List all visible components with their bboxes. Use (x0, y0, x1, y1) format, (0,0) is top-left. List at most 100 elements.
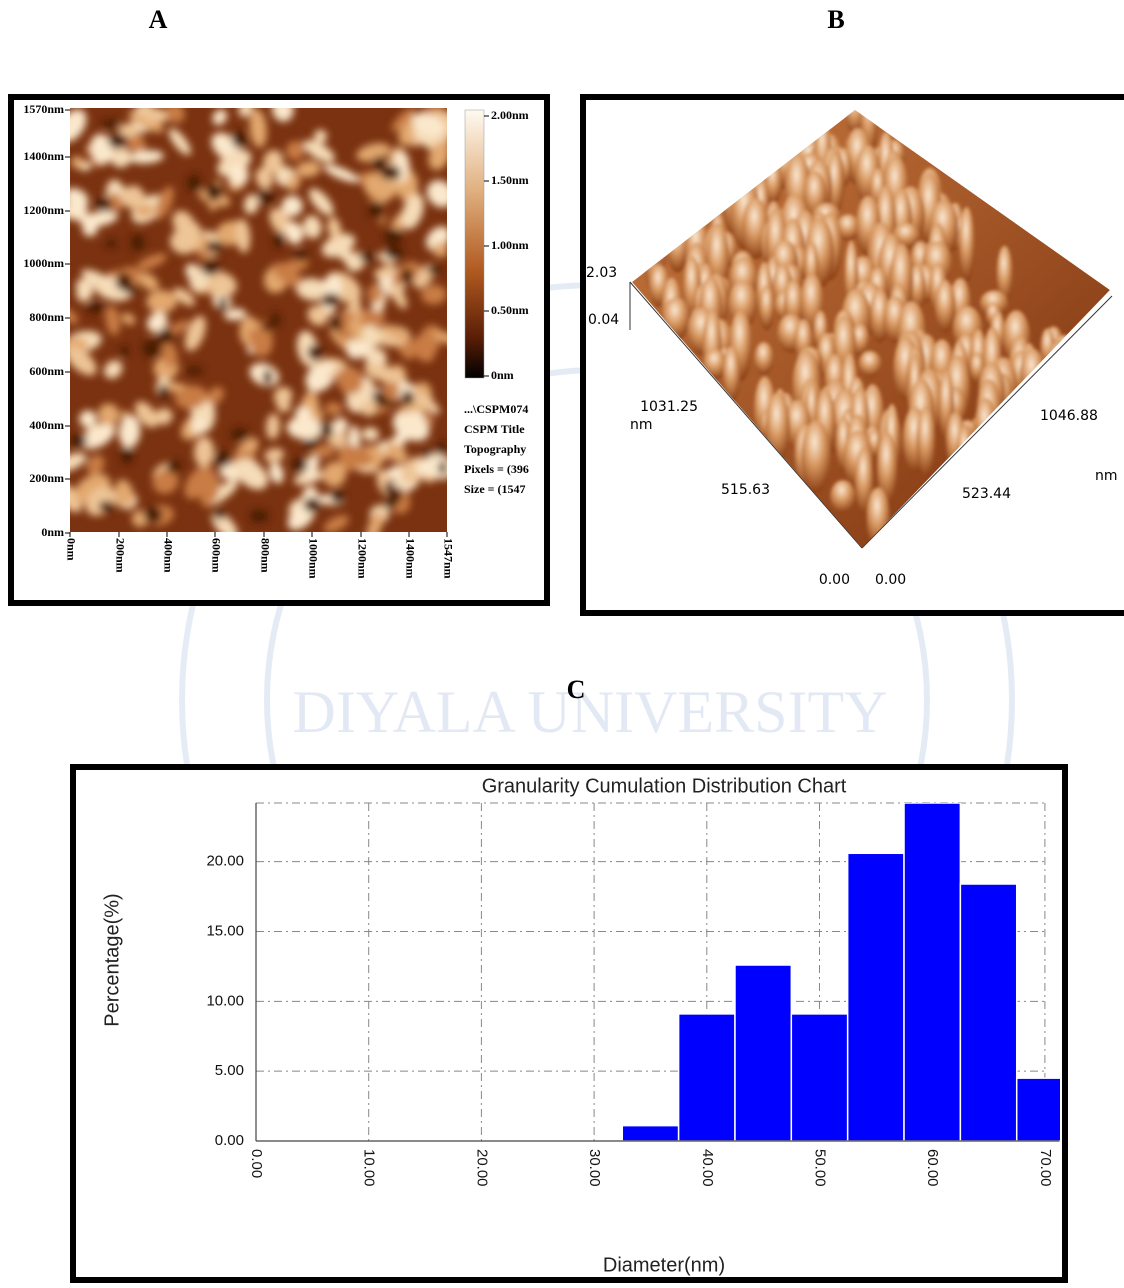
afm-grain (302, 215, 322, 239)
afm-grain (269, 462, 284, 484)
y-tick-label: 1570nm (23, 102, 64, 116)
afm-grain (247, 329, 267, 347)
afm-grain (224, 308, 247, 321)
afm-grain (207, 386, 224, 405)
afm-grain (234, 458, 268, 490)
afm-pit (303, 497, 321, 513)
afm-grain (272, 262, 302, 287)
y-tick-label: 400nm (29, 418, 64, 432)
afm-grain (70, 156, 84, 169)
afm-pit (359, 252, 375, 263)
afm-grain (235, 218, 251, 253)
surface-peak (854, 447, 874, 515)
bar (790, 1013, 849, 1141)
afm-grain (281, 195, 303, 217)
afm-grain (323, 274, 343, 299)
afm-pit (213, 450, 232, 468)
afm-grain (173, 287, 196, 306)
afm-pit (85, 302, 106, 314)
afm-grain (170, 228, 200, 255)
afm-grain (308, 188, 334, 216)
x-tick-label: 600nm (209, 538, 223, 573)
bar (677, 1013, 736, 1141)
afm-grain (391, 108, 415, 132)
afm-grain (86, 454, 105, 475)
afm-grain (138, 108, 170, 123)
afm-grain (392, 412, 430, 442)
afm-grain (389, 282, 408, 309)
afm-grain (79, 410, 97, 428)
afm-grain (364, 363, 402, 383)
afm-grain (238, 108, 253, 118)
afm-grain (327, 216, 342, 240)
afm-grain (70, 452, 87, 472)
afm-grain (118, 415, 141, 449)
x-tick-label: 200nm (113, 538, 127, 573)
afm-pit (375, 398, 395, 408)
afm-grain (269, 208, 291, 234)
colorbar-label: 2.00nm (491, 108, 529, 122)
surface-peak (845, 110, 865, 135)
afm-grain (146, 290, 178, 313)
afm-grain (265, 413, 280, 440)
afm-grain (314, 129, 328, 143)
panel-label: C (567, 675, 586, 704)
afm-pit (426, 265, 442, 275)
x-tick-label: 30.00 (586, 1149, 603, 1187)
afm-grain (293, 470, 324, 485)
info-line: CSPM Title (464, 422, 525, 436)
panel-label: A (149, 5, 168, 34)
afm-pit (218, 295, 227, 313)
y-tick-label: 200nm (29, 471, 64, 485)
x-tick-label: 1200nm (355, 538, 369, 579)
x-tick-label: 0.00 (248, 1149, 265, 1178)
surface-peak (996, 245, 1013, 304)
afm-grain (363, 172, 390, 198)
afm-grain (401, 193, 424, 230)
afm-grain (286, 417, 325, 440)
afm-grain (412, 392, 436, 410)
axis-label: 515.63 (721, 482, 770, 498)
afm-pit (201, 259, 221, 276)
afm-grain (152, 469, 179, 494)
x-tick-label: 20.00 (473, 1149, 490, 1187)
afm-grain (366, 510, 384, 532)
afm-grain (129, 150, 164, 164)
surface-peak (801, 420, 831, 493)
afm-pit (436, 441, 447, 456)
afm-grain (81, 422, 116, 449)
afm-pit (262, 369, 273, 385)
y-tick-label: 1000nm (23, 256, 64, 270)
afm-grain (227, 164, 248, 186)
afm-pit (319, 422, 334, 439)
afm-grain (190, 418, 206, 435)
afm-grain (98, 403, 120, 426)
afm-grain (174, 385, 208, 410)
afm-pit (185, 366, 203, 376)
y-tick-label: 15.00 (206, 922, 244, 939)
x-tick-label: 50.00 (812, 1149, 829, 1187)
bar (1015, 1077, 1060, 1141)
x-tick-label: 10.00 (361, 1149, 378, 1187)
afm-grain (360, 309, 385, 328)
colorbar-label: 1.50nm (491, 173, 529, 187)
afm-pit (380, 165, 401, 181)
afm-pit (187, 174, 201, 192)
x-tick-label: 70.00 (1037, 1149, 1054, 1187)
afm-grain (105, 305, 121, 336)
x-axis-label: Diameter(nm) (603, 1254, 725, 1276)
surface-peak (876, 432, 898, 506)
afm-pit (101, 119, 121, 128)
afm-grain (432, 242, 447, 258)
afm-grain (284, 221, 304, 245)
afm-pit (303, 438, 321, 450)
info-line: Size = (1547 (464, 482, 526, 496)
surface-peak (830, 480, 856, 513)
bar (734, 964, 793, 1141)
x-tick-label: 1000nm (306, 538, 320, 579)
surface-peak (858, 350, 882, 377)
afm-grain (155, 186, 174, 219)
afm-pit (205, 241, 224, 253)
afm-pit (231, 131, 248, 148)
